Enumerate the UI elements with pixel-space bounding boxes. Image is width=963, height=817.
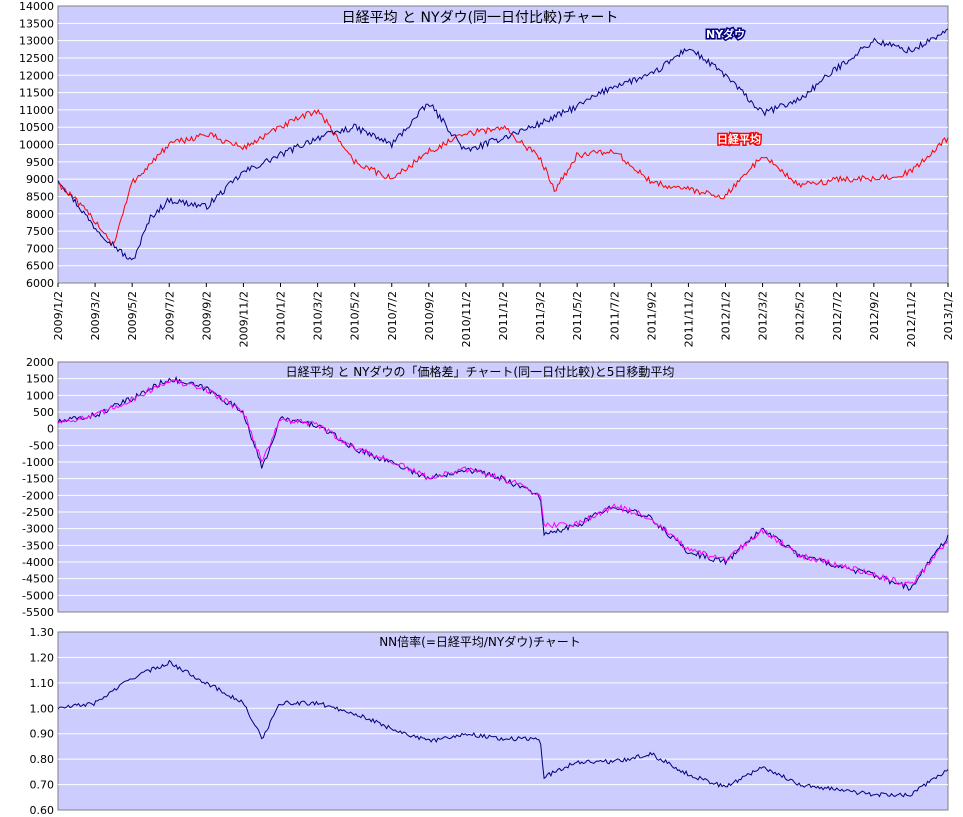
diff-series (57, 376, 949, 591)
x-tick-label: 2012/5/2 (794, 291, 807, 340)
y-tick-label: 1.00 (30, 702, 55, 715)
y-tick-label: 0.90 (30, 728, 55, 741)
y-tick-label: -2500 (22, 506, 54, 519)
y-tick-label: 10500 (19, 121, 54, 134)
legend-nikkei: 日経平均 (717, 132, 761, 146)
ratio-y-axis: 0.60 0.70 0.80 0.90 1.00 1.10 1.20 1.30 (30, 626, 55, 817)
y-tick-label: 1.30 (30, 626, 55, 639)
diff-gridlines (58, 378, 948, 596)
x-tick-label: 2010/5/2 (349, 291, 362, 340)
y-tick-label: -4500 (22, 573, 54, 586)
price-gridlines (58, 22, 948, 267)
y-tick-label: -2000 (22, 489, 54, 502)
y-tick-label: 13500 (19, 17, 54, 30)
y-tick-label: -5500 (22, 606, 54, 619)
y-tick-label: -4000 (22, 556, 54, 569)
y-tick-label: 0 (47, 423, 54, 436)
y-tick-label: -500 (29, 439, 54, 452)
y-tick-label: 8000 (26, 208, 54, 221)
ratio-plot-area (57, 631, 949, 811)
x-tick-label: 2010/11/2 (460, 291, 473, 347)
diff-chart: -5500-5000-4500-4000-3500-3000-2500-2000… (22, 356, 949, 619)
y-tick-label: -1500 (22, 473, 54, 486)
x-tick-label: 2012/1/2 (720, 291, 733, 340)
y-tick-label: -1000 (22, 456, 54, 469)
series-line (57, 378, 949, 587)
ratio-chart-title: NN倍率(=日経平均/NYダウ)チャート (379, 634, 581, 649)
x-tick-label: 2010/7/2 (386, 291, 399, 340)
x-tick-label: 2012/11/2 (905, 291, 918, 347)
x-tick-label: 2010/1/2 (275, 291, 288, 340)
y-tick-label: 0.60 (30, 804, 55, 817)
x-tick-label: 2012/9/2 (868, 291, 881, 340)
y-tick-label: -5000 (22, 589, 54, 602)
diff-plot-area (57, 361, 949, 613)
x-tick-label: 2011/3/2 (534, 291, 547, 340)
x-tick-label: 2009/9/2 (200, 291, 213, 340)
y-tick-label: 1500 (26, 373, 54, 386)
y-tick-label: 9500 (26, 156, 54, 169)
y-tick-label: -3000 (22, 523, 54, 536)
x-tick-label: 2009/1/2 (52, 291, 65, 340)
y-tick-label: 10000 (19, 139, 54, 152)
series-line-1 (57, 108, 949, 245)
y-tick-label: 7000 (26, 242, 54, 255)
price-x-axis: 2009/1/2 2009/3/2 2009/5/2 2009/7/2 2009/9/2… (52, 283, 955, 347)
y-tick-label: 8500 (26, 190, 54, 203)
ratio-series (57, 659, 949, 798)
y-tick-label: 13000 (19, 35, 54, 48)
x-tick-label: 2009/7/2 (163, 291, 176, 340)
x-tick-label: 2010/3/2 (312, 291, 325, 340)
y-tick-label: 9000 (26, 173, 54, 186)
x-tick-label: 2011/11/2 (682, 291, 695, 347)
price-chart: 6000 6500 7000 7500 8000 8500 9000 9500 10000 105… (19, 0, 955, 347)
y-tick-label: 12500 (19, 52, 54, 65)
y-tick-label: 12000 (19, 69, 54, 82)
x-tick-label: 2009/3/2 (89, 291, 102, 340)
series-line (57, 659, 949, 798)
y-tick-label: 6000 (26, 277, 54, 290)
y-tick-label: 0.70 (30, 779, 55, 792)
y-tick-label: 0.80 (30, 753, 55, 766)
x-tick-label: 2011/7/2 (608, 291, 621, 340)
y-tick-label: 11500 (19, 87, 54, 100)
x-tick-label: 2011/1/2 (497, 291, 510, 340)
y-tick-label: 500 (33, 406, 54, 419)
y-tick-label: 7500 (26, 225, 54, 238)
y-tick-label: 1000 (26, 389, 54, 402)
x-tick-label: 2013/1/2 (942, 291, 955, 340)
x-tick-label: 2012/7/2 (831, 291, 844, 340)
price-chart-title: 日経平均 と NYダウ(同一日付比較)チャート (342, 10, 619, 26)
price-y-axis: 6000 6500 7000 7500 8000 8500 9000 9500 10000 105… (19, 0, 54, 290)
y-tick-label: 2000 (26, 356, 54, 369)
y-tick-label: -3500 (22, 539, 54, 552)
x-tick-label: 2009/11/2 (237, 291, 250, 347)
x-tick-label: 2009/5/2 (126, 291, 139, 340)
legend-dow: NYダウ (706, 27, 745, 41)
x-tick-label: 2011/5/2 (571, 291, 584, 340)
y-tick-label: 1.20 (30, 651, 55, 664)
y-tick-label: 11000 (19, 104, 54, 117)
y-tick-label: 6500 (26, 260, 54, 273)
series-line-0 (57, 28, 949, 261)
price-series (57, 28, 949, 261)
y-tick-label: 14000 (19, 0, 54, 13)
x-tick-label: 2010/9/2 (423, 291, 436, 340)
y-tick-label: 1.10 (30, 677, 55, 690)
diff-y-axis: -5500-5000-4500-4000-3500-3000-2500-2000… (22, 356, 54, 619)
ratio-chart: 0.60 0.70 0.80 0.90 1.00 1.10 1.20 1.30 NN倍率(=日… (30, 626, 949, 817)
diff-chart-title: 日経平均 と NYダウの「価格差」チャート(同一日付比較)と5日移動平均 (286, 364, 675, 379)
x-tick-label: 2011/9/2 (645, 291, 658, 340)
x-tick-label: 2012/3/2 (757, 291, 770, 340)
